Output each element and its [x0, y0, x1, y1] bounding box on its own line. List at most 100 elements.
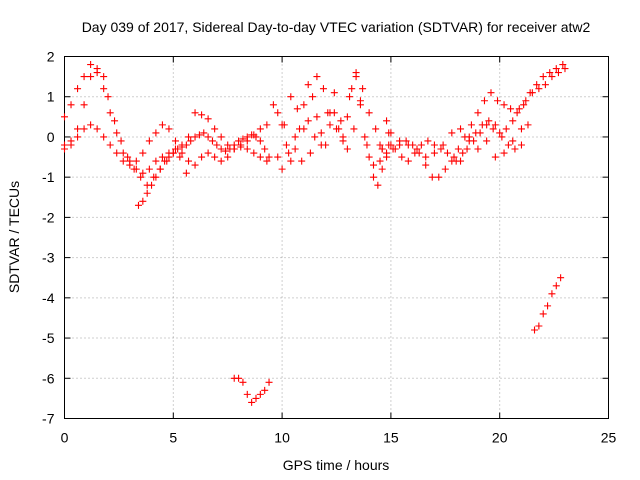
data-point: [291, 133, 299, 141]
data-point: [535, 322, 543, 330]
data-point: [282, 141, 290, 149]
data-point: [428, 173, 436, 181]
series-track-d: [134, 129, 273, 209]
data-point: [561, 65, 569, 73]
grid: [64, 56, 609, 419]
data-point: [100, 85, 108, 93]
data-point: [533, 81, 541, 89]
x-tick-label: 20: [492, 430, 508, 446]
data-point: [502, 125, 510, 133]
data-point: [226, 145, 234, 153]
x-tick-label: 5: [169, 430, 177, 446]
data-point: [139, 169, 147, 177]
data-point: [443, 149, 451, 157]
data-point: [522, 97, 530, 105]
data-point: [515, 105, 523, 113]
series-track-a: [61, 61, 271, 177]
data-point: [402, 137, 410, 145]
data-point: [422, 161, 430, 169]
data-point: [365, 109, 373, 117]
data-point: [158, 121, 166, 129]
data-point: [156, 165, 164, 173]
data-point: [300, 125, 308, 133]
data-point: [491, 153, 499, 161]
data-point: [263, 121, 271, 129]
data-point: [313, 73, 321, 81]
data-point: [74, 133, 82, 141]
data-point: [269, 101, 277, 109]
data-point: [265, 378, 273, 386]
data-point: [87, 121, 95, 129]
data-point: [191, 133, 199, 141]
data-point: [243, 145, 251, 153]
data-point: [343, 113, 351, 121]
data-point: [313, 113, 321, 121]
data-point: [248, 131, 256, 139]
series-track-h: [376, 61, 567, 181]
data-point: [165, 153, 173, 161]
data-point: [496, 129, 504, 137]
data-point: [211, 153, 219, 161]
data-point: [513, 109, 521, 117]
data-point: [463, 145, 471, 153]
data-point: [319, 85, 327, 93]
data-point: [130, 165, 138, 173]
data-point: [383, 153, 391, 161]
data-point: [369, 173, 377, 181]
data-point: [465, 137, 473, 145]
x-axis-label: GPS time / hours: [283, 457, 390, 473]
data-point: [139, 197, 147, 205]
data-point: [317, 141, 325, 149]
data-point: [391, 145, 399, 153]
data-point: [61, 141, 68, 149]
data-point: [452, 157, 460, 165]
data-point: [178, 143, 186, 151]
data-point: [361, 133, 369, 141]
data-point: [230, 141, 238, 149]
data-point: [326, 121, 334, 129]
data-point: [169, 149, 177, 157]
data-point: [359, 85, 367, 93]
data-point: [126, 161, 134, 169]
data-point: [208, 137, 216, 145]
data-point: [552, 65, 560, 73]
series-track-k: [452, 117, 525, 165]
data-point: [435, 173, 443, 181]
data-point: [145, 165, 153, 173]
data-point: [439, 141, 447, 149]
data-point: [352, 69, 360, 77]
data-point: [139, 149, 147, 157]
data-point: [178, 149, 186, 157]
data-point: [480, 97, 488, 105]
data-point: [474, 145, 482, 153]
data-point: [424, 137, 432, 145]
data-point: [274, 153, 282, 161]
data-point: [143, 189, 151, 197]
data-point: [300, 101, 308, 109]
data-point: [417, 141, 425, 149]
data-point: [304, 81, 312, 89]
data-point: [376, 157, 384, 165]
data-point: [485, 117, 493, 125]
data-point: [528, 89, 536, 97]
data-point: [67, 101, 75, 109]
data-point: [191, 161, 199, 169]
data-point: [87, 61, 95, 69]
y-tick-label: -5: [42, 330, 55, 346]
data-point: [204, 133, 212, 141]
data-point: [483, 137, 491, 145]
data-point: [330, 89, 338, 97]
data-point: [285, 149, 293, 157]
data-point: [333, 125, 340, 133]
data-point: [324, 109, 332, 117]
data-point: [531, 326, 539, 334]
data-point: [487, 89, 495, 97]
data-point: [552, 282, 560, 290]
data-point: [252, 133, 260, 141]
data-point: [171, 137, 179, 145]
data-point: [111, 117, 119, 125]
x-tick-label: 0: [61, 430, 69, 446]
data-point: [554, 69, 562, 77]
